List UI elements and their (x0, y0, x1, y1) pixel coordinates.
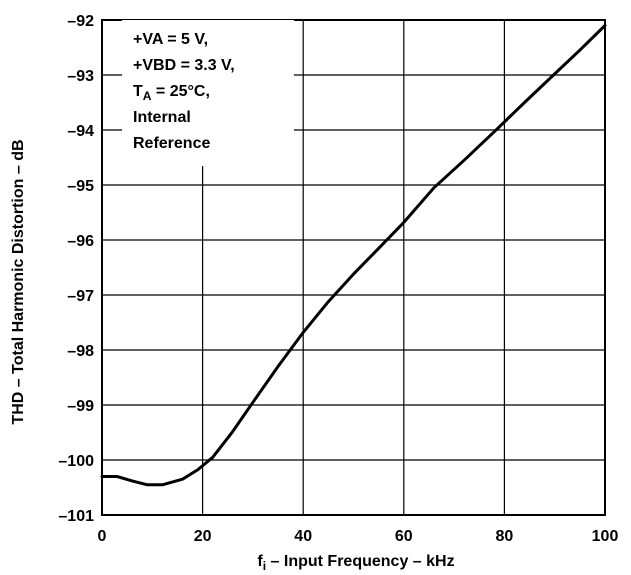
plot-border (101, 19, 606, 516)
series-line (100, 24, 607, 487)
x-axis-title-rest: – Input Frequency – kHz (266, 553, 454, 570)
x-axis-title-sub: i (263, 559, 266, 573)
annotation-line-3: TA = 25°C, (133, 83, 210, 103)
y-axis-title: THD – Total Harmonic Distortion – dB (10, 139, 27, 424)
y-tick-label: –100 (58, 453, 94, 470)
y-axis-ticks: –92 –93 –94 –95 –96 –97 –98 –99 –100 –101 (58, 13, 94, 525)
annotation-line-2: +VBD = 3.3 V, (133, 57, 235, 74)
annotation-line-1: +VA = 5 V, (133, 31, 208, 48)
x-axis-title-main: f (257, 553, 263, 570)
x-tick-label: 0 (98, 528, 107, 545)
x-tick-label: 80 (496, 528, 514, 545)
x-tick-label: 20 (194, 528, 212, 545)
y-tick-label: –101 (58, 508, 94, 525)
annotation-t-sub: A (143, 89, 152, 103)
y-tick-label: –96 (67, 233, 94, 250)
y-tick-label: –95 (67, 178, 94, 195)
y-tick-label: –97 (67, 288, 94, 305)
x-tick-label: 100 (592, 528, 619, 545)
x-tick-label: 60 (395, 528, 413, 545)
x-axis-title: fi – Input Frequency – kHz (257, 553, 454, 573)
annotation-t-main: T (133, 83, 143, 100)
annotation-box (122, 20, 294, 166)
x-tick-label: 40 (294, 528, 312, 545)
y-tick-label: –93 (67, 68, 94, 85)
annotation-line-5: Reference (133, 135, 210, 152)
y-tick-label: –94 (67, 123, 94, 140)
annotation-t-rest: = 25°C, (151, 83, 209, 100)
y-tick-label: –99 (67, 398, 94, 415)
x-axis-ticks: 0 20 40 60 80 100 (98, 528, 619, 545)
y-tick-label: –98 (67, 343, 94, 360)
y-tick-label: –92 (67, 13, 94, 30)
plot-frame (101, 19, 606, 516)
annotation-line-4: Internal (133, 109, 191, 126)
